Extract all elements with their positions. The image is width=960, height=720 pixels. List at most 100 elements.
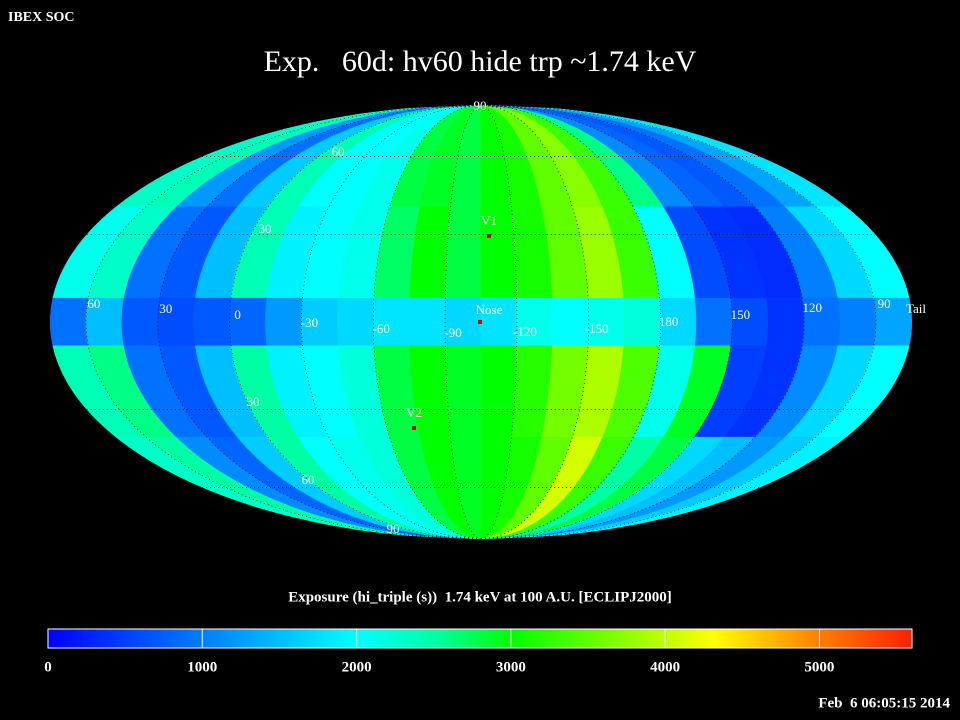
colorbar-segment <box>238 629 241 648</box>
longitude-label: -60 <box>373 321 390 336</box>
colorbar-segment <box>604 629 607 648</box>
colorbar-segment <box>90 629 93 648</box>
colorbar-segment <box>108 629 111 648</box>
colorbar-segment <box>678 629 681 648</box>
meridian <box>480 104 661 540</box>
colorbar-segment <box>74 629 77 648</box>
colorbar-segment <box>150 629 153 648</box>
colorbar-segment <box>284 629 287 648</box>
colorbar-segment <box>822 629 825 648</box>
colorbar-segment <box>242 629 245 648</box>
heatmap-cell <box>480 345 518 438</box>
colorbar-segment <box>300 629 303 648</box>
colorbar-segment <box>646 629 649 648</box>
colorbar-segment <box>156 629 159 648</box>
colorbar-segment <box>260 629 263 648</box>
colorbar-segment <box>752 629 755 648</box>
colorbar-segment <box>610 629 613 648</box>
colorbar-segment <box>784 629 787 648</box>
colorbar-segment <box>424 629 427 648</box>
colorbar-segment <box>870 629 873 648</box>
colorbar-segment <box>654 629 657 648</box>
colorbar-segment <box>78 629 81 648</box>
colorbar-segment <box>696 629 699 648</box>
colorbar-segment <box>334 629 337 648</box>
colorbar-segment <box>112 629 115 648</box>
colorbar-segment <box>478 629 481 648</box>
colorbar-segment <box>128 629 131 648</box>
colorbar-segment <box>248 629 251 648</box>
colorbar-segment <box>174 629 177 648</box>
colorbar-segment <box>384 629 387 648</box>
colorbar-segment <box>66 629 69 648</box>
colorbar-segment <box>344 629 347 648</box>
colorbar-segment <box>64 629 67 648</box>
colorbar-segment <box>444 629 447 648</box>
colorbar-segment <box>638 629 641 648</box>
colorbar-segment <box>698 629 701 648</box>
colorbar-segment <box>826 629 829 648</box>
colorbar-segment <box>342 629 345 648</box>
colorbar-segment <box>600 629 603 648</box>
colorbar-tick-label: 2000 <box>342 659 372 675</box>
colorbar-segment <box>728 629 731 648</box>
colorbar-segment <box>138 629 141 648</box>
colorbar-segment <box>294 629 297 648</box>
colorbar-segment <box>838 629 841 648</box>
colorbar-segment <box>454 629 457 648</box>
colorbar-segment <box>900 629 903 648</box>
colorbar-segment <box>170 629 173 648</box>
colorbar-segment <box>532 629 535 648</box>
colorbar-segment <box>448 629 451 648</box>
colorbar-segment <box>692 629 695 648</box>
colorbar-segment <box>388 629 391 648</box>
heatmap-cell <box>229 297 268 347</box>
colorbar-segment <box>518 629 521 648</box>
colorbar-segment <box>516 629 519 648</box>
colorbar-segment <box>428 629 431 648</box>
colorbar-segment <box>866 629 869 648</box>
colorbar-segment <box>222 629 225 648</box>
colorbar-segment <box>262 629 265 648</box>
colorbar-segment <box>534 629 537 648</box>
colorbar-segment <box>504 629 507 648</box>
colorbar-segment <box>542 629 545 648</box>
colorbar-segment <box>274 629 277 648</box>
colorbar-segment <box>734 629 737 648</box>
colorbar-segment <box>206 629 209 648</box>
colorbar-segment <box>708 629 711 648</box>
colorbar-segment <box>778 629 781 648</box>
colorbar-segment <box>554 629 557 648</box>
heatmap-cell <box>50 297 89 347</box>
colorbar-segment <box>484 629 487 648</box>
heatmap-cell <box>623 297 661 347</box>
marker-dot <box>487 234 491 238</box>
colorbar-segment <box>394 629 397 648</box>
colorbar-segment <box>234 629 237 648</box>
colorbar-segment <box>364 629 367 648</box>
longitude-label: -150 <box>585 321 609 336</box>
meridian <box>480 104 805 540</box>
colorbar-segment <box>590 629 593 648</box>
colorbar-segment <box>452 629 455 648</box>
colorbar-segment <box>498 629 501 648</box>
colorbar-segment <box>216 629 219 648</box>
colorbar-segment <box>56 629 59 648</box>
colorbar-segment <box>770 629 773 648</box>
colorbar-segment <box>82 629 85 648</box>
colorbar-segment <box>298 629 301 648</box>
heatmap-cell <box>265 297 303 347</box>
colorbar-segment <box>506 629 509 648</box>
colorbar-segment <box>72 629 75 648</box>
colorbar-segment <box>406 629 409 648</box>
colorbar-segment <box>272 629 275 648</box>
colorbar-segment <box>488 629 491 648</box>
colorbar-segment <box>668 629 671 648</box>
colorbar-segment <box>550 629 553 648</box>
colorbar-segment <box>474 629 477 648</box>
colorbar-segment <box>430 629 433 648</box>
colorbar-segment <box>152 629 155 648</box>
colorbar-segment <box>808 629 811 648</box>
colorbar-segment <box>792 629 795 648</box>
